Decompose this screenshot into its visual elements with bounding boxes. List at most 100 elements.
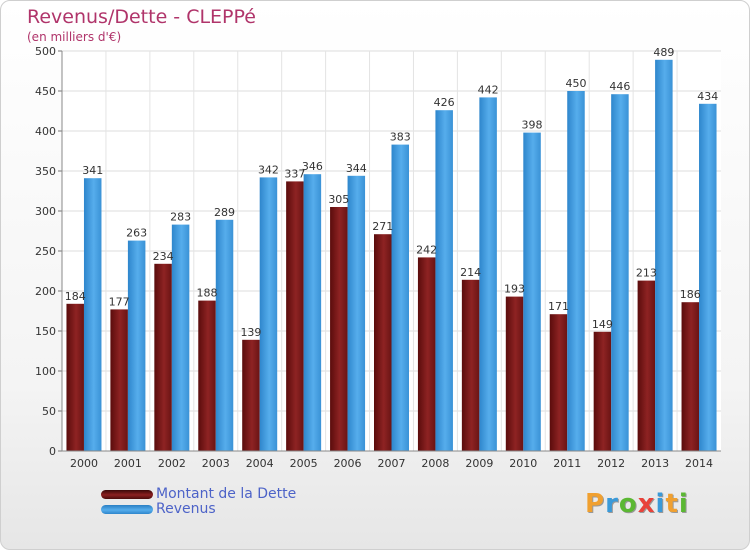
- bar-dette: [417, 257, 436, 451]
- y-tick-label: 50: [42, 405, 56, 418]
- logo-letter: i: [655, 489, 666, 519]
- chart-subtitle: (en milliers d'€): [27, 30, 122, 44]
- data-label-revenus: 383: [390, 131, 411, 144]
- bar-dette: [198, 300, 216, 451]
- bar-revenus: [611, 94, 629, 451]
- x-tick-label: 2004: [246, 457, 274, 470]
- x-tick-label: 2002: [158, 457, 186, 470]
- bar-dette: [637, 280, 656, 451]
- y-tick-label: 250: [35, 245, 56, 258]
- y-tick-label: 0: [49, 445, 56, 458]
- x-tick-label: 2008: [421, 457, 449, 470]
- bar-revenus: [127, 240, 146, 451]
- bar-dette: [681, 302, 700, 451]
- y-tick-label: 500: [35, 45, 56, 58]
- bar-dette: [66, 303, 84, 451]
- data-label-revenus: 346: [302, 160, 323, 173]
- data-label-revenus: 446: [609, 80, 630, 93]
- bar-revenus: [83, 178, 102, 451]
- x-tick-label: 2005: [290, 457, 318, 470]
- logo-letter: r: [605, 489, 619, 519]
- logo-letter: t: [665, 489, 679, 519]
- bar-dette: [154, 263, 172, 451]
- x-tick-label: 2010: [509, 457, 537, 470]
- logo-letter: o: [618, 489, 638, 519]
- y-tick-label: 400: [35, 125, 56, 138]
- data-label-revenus: 398: [522, 119, 543, 132]
- y-tick-label: 300: [35, 205, 56, 218]
- y-tick-label: 350: [35, 165, 56, 178]
- bar-revenus: [479, 97, 497, 452]
- data-label-dette: 188: [197, 287, 218, 300]
- bar-dette: [374, 234, 392, 451]
- bar-revenus: [699, 103, 717, 452]
- bar-revenus: [655, 59, 673, 452]
- data-label-dette: 214: [460, 266, 481, 279]
- data-label-revenus: 341: [82, 164, 103, 177]
- data-label-dette: 305: [328, 193, 349, 206]
- data-label-revenus: 434: [697, 90, 718, 103]
- bar-revenus: [171, 224, 190, 451]
- data-label-dette: 186: [680, 288, 701, 301]
- data-label-dette: 193: [504, 283, 525, 296]
- logo-letter: i: [678, 489, 689, 519]
- data-label-revenus: 426: [434, 96, 455, 109]
- y-tick-label: 200: [35, 285, 56, 298]
- chart-title: Revenus/Dette - CLEPPé: [27, 6, 256, 28]
- data-label-revenus: 442: [478, 83, 499, 96]
- data-label-revenus: 263: [126, 227, 147, 240]
- data-label-revenus: 342: [258, 163, 279, 176]
- data-label-dette: 149: [592, 318, 613, 331]
- bar-dette: [549, 314, 568, 451]
- legend-label-revenus: Revenus: [156, 501, 216, 517]
- bar-dette: [110, 309, 128, 451]
- data-label-dette: 184: [65, 290, 86, 303]
- legend-label-dette: Montant de la Dette: [156, 486, 297, 502]
- data-label-dette: 213: [636, 267, 657, 280]
- logo-letter: P: [585, 489, 606, 519]
- proxiti-logo: Proxiti: [585, 489, 689, 519]
- logo-letter: x: [637, 489, 656, 519]
- x-tick-label: 2003: [202, 457, 230, 470]
- bar-revenus: [435, 110, 453, 451]
- data-label-dette: 139: [240, 326, 261, 339]
- y-tick-label: 100: [35, 365, 56, 378]
- bar-dette: [461, 279, 480, 451]
- bar-dette: [242, 339, 260, 451]
- bar-revenus: [259, 177, 278, 451]
- x-tick-label: 2012: [597, 457, 625, 470]
- x-tick-label: 2009: [465, 457, 493, 470]
- bar-revenus: [303, 174, 322, 451]
- data-label-revenus: 450: [565, 77, 586, 90]
- data-label-dette: 234: [153, 250, 174, 263]
- bar-dette: [286, 181, 304, 451]
- bar-dette: [505, 296, 524, 451]
- bar-revenus: [347, 175, 366, 452]
- y-tick-label: 150: [35, 325, 56, 338]
- bar-revenus: [567, 91, 585, 451]
- y-tick-label: 450: [35, 85, 56, 98]
- data-label-revenus: 489: [653, 46, 674, 59]
- data-label-dette: 242: [416, 243, 437, 256]
- data-label-revenus: 344: [346, 162, 367, 175]
- data-label-dette: 171: [548, 300, 569, 313]
- data-label-revenus: 283: [170, 211, 191, 224]
- bar-dette: [330, 207, 348, 451]
- x-tick-label: 2000: [70, 457, 98, 470]
- legend-swatch-revenus: [101, 505, 153, 514]
- bar-revenus: [391, 144, 409, 451]
- x-tick-label: 2013: [641, 457, 669, 470]
- bar-dette: [593, 331, 612, 451]
- axes: 0 50 100 150 200 250 300 350 400 450 500 2000 2001 20…: [35, 45, 721, 470]
- x-tick-label: 2014: [685, 457, 713, 470]
- data-label-dette: 271: [372, 220, 393, 233]
- x-tick-label: 2001: [114, 457, 142, 470]
- x-tick-label: 2011: [553, 457, 581, 470]
- data-label-revenus: 289: [214, 206, 235, 219]
- bars: [66, 59, 717, 452]
- x-tick-label: 2007: [378, 457, 406, 470]
- x-tick-label: 2006: [334, 457, 362, 470]
